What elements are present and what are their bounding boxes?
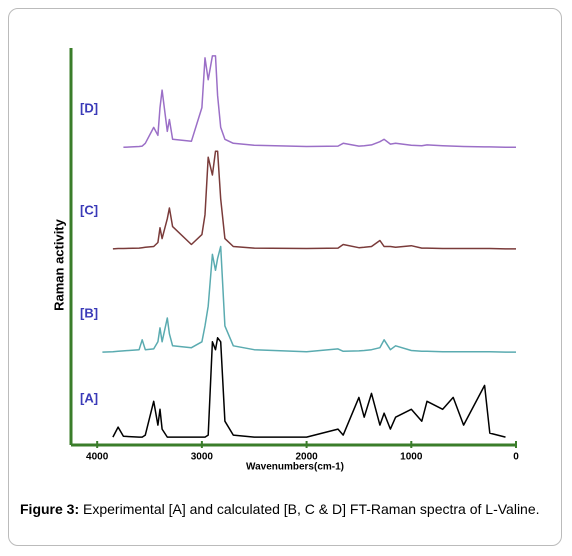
- caption: Figure 3: Experimental [A] and calculate…: [20, 500, 552, 518]
- spectrum-line: [112, 150, 516, 250]
- x-tick-label: 2000: [295, 452, 318, 463]
- caption-label: Figure 3:: [20, 501, 80, 517]
- caption-text: Experimental [A] and calculated [B, C & …: [83, 501, 540, 517]
- series-label: [C]: [80, 202, 98, 217]
- frame: [8, 8, 562, 546]
- spectrum-line: [123, 55, 516, 149]
- x-tick-label: 1000: [400, 452, 423, 463]
- chart: Raman activity Wavenumbers(cm-1) [A] [B] […: [51, 48, 519, 473]
- x-tick-label: 0: [513, 452, 519, 463]
- series-label: [A]: [80, 390, 98, 405]
- spectrum-line: [102, 245, 516, 353]
- series-label: [B]: [80, 306, 98, 321]
- y-axis-label: Raman activity: [51, 218, 66, 311]
- x-tick-label: 4000: [86, 452, 109, 463]
- x-tick-label: 3000: [191, 452, 214, 463]
- series-label: [D]: [80, 101, 98, 116]
- x-axis-label: Wavenumbers(cm-1): [246, 462, 344, 473]
- spectrum-line: [112, 337, 506, 438]
